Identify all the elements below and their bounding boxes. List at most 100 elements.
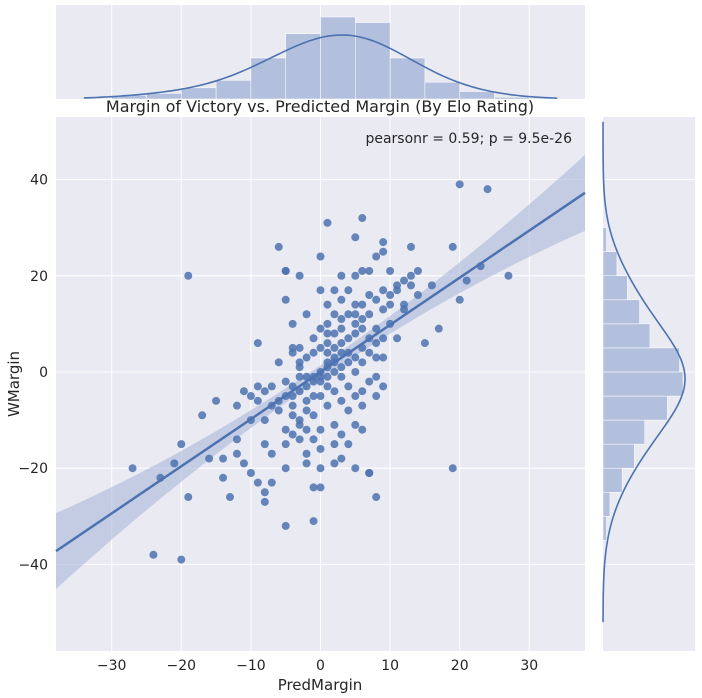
scatter-point [128, 464, 137, 473]
scatter-point [337, 271, 346, 280]
scatter-point [302, 425, 311, 434]
scatter-point [274, 242, 283, 251]
pearson-annotation: pearsonr = 0.59; p = 9.5e-26 [365, 131, 572, 147]
x-tick-label: −20 [167, 658, 197, 674]
scatter-point [393, 334, 402, 343]
scatter-point [253, 382, 262, 391]
scatter-point [330, 367, 339, 376]
scatter-point [330, 459, 339, 468]
scatter-point [462, 276, 471, 285]
scatter-point [260, 416, 269, 425]
scatter-point [309, 411, 318, 420]
scatter-point [358, 324, 367, 333]
scatter-point [260, 387, 269, 396]
scatter-point [302, 382, 311, 391]
scatter-point [281, 266, 290, 275]
scatter-point [337, 372, 346, 381]
scatter-point [448, 464, 457, 473]
y-marginal-histogram [602, 121, 686, 623]
scatter-point [316, 252, 325, 261]
scatter-point [295, 271, 304, 280]
scatter-point [344, 334, 353, 343]
scatter-point [219, 473, 228, 482]
scatter-point [226, 493, 235, 502]
scatter-point [302, 406, 311, 415]
scatter-point [323, 372, 332, 381]
scatter-point [406, 271, 415, 280]
y-hist-bar [602, 227, 607, 252]
scatter-point [379, 305, 388, 314]
scatter-point [344, 310, 353, 319]
scatter-point [351, 329, 360, 338]
scatter-point [372, 392, 381, 401]
scatter-point [351, 464, 360, 473]
scatter-point [406, 281, 415, 290]
scatter-point [316, 324, 325, 333]
scatter-point [246, 392, 255, 401]
scatter-point [406, 242, 415, 251]
y-tick-label: −20 [18, 461, 48, 477]
scatter-point [323, 329, 332, 338]
scatter-point [281, 295, 290, 304]
regression-line-segment [55, 191, 586, 553]
scatter-point [330, 440, 339, 449]
y-hist-bar [602, 323, 651, 349]
x-tick-label: −10 [236, 658, 266, 674]
x-hist-bar [355, 22, 391, 100]
scatter-point [239, 459, 248, 468]
scatter-point [455, 180, 464, 189]
scatter-point [295, 358, 304, 367]
y-hist-bar [602, 275, 628, 301]
scatter-point [323, 382, 332, 391]
scatter-point [170, 459, 179, 468]
y-tick-label: −40 [18, 557, 48, 573]
y-hist-bar [602, 395, 668, 421]
scatter-point [288, 430, 297, 439]
scatter-point [309, 392, 318, 401]
scatter-point [309, 334, 318, 343]
scatter-point [253, 396, 262, 405]
scatter-point [379, 247, 388, 256]
scatter-point [337, 348, 346, 357]
scatter-point [177, 440, 186, 449]
scatter-point [232, 401, 241, 410]
scatter-point [330, 387, 339, 396]
scatter-point [323, 358, 332, 367]
scatter-point [281, 464, 290, 473]
x-kde-curve [83, 34, 558, 99]
scatter-point [344, 440, 353, 449]
scatter-point [149, 550, 158, 559]
scatter-point [427, 281, 436, 290]
scatter-point [253, 339, 262, 348]
scatter-point [386, 300, 395, 309]
scatter-point [302, 396, 311, 405]
scatter-point [330, 420, 339, 429]
scatter-point [386, 291, 395, 299]
scatter-point [184, 271, 193, 280]
scatter-point [413, 291, 422, 299]
scatter-point [372, 324, 381, 333]
scatter-point [379, 353, 388, 362]
scatter-point [420, 339, 429, 348]
scatter-point [281, 440, 290, 449]
scatter-point [455, 295, 464, 304]
scatter-point [379, 334, 388, 343]
x-hist-bar [424, 81, 460, 100]
scatter-point [253, 478, 262, 487]
scatter-point [337, 315, 346, 324]
scatter-point [330, 329, 339, 338]
scatter-point [351, 300, 360, 309]
scatter-point [344, 406, 353, 415]
x-hist-bar [320, 16, 356, 100]
scatter-point [309, 435, 318, 444]
y-tick-label: 20 [30, 269, 48, 285]
scatter-point [316, 343, 325, 352]
scatter-point [198, 411, 207, 420]
scatter-point [358, 401, 367, 410]
x-tick-label: 30 [520, 658, 538, 674]
scatter-point [365, 348, 374, 357]
scatter-point [288, 319, 297, 328]
x-hist-bar [494, 96, 530, 100]
scatter-point [372, 339, 381, 348]
x-marginal-histogram [83, 16, 558, 100]
